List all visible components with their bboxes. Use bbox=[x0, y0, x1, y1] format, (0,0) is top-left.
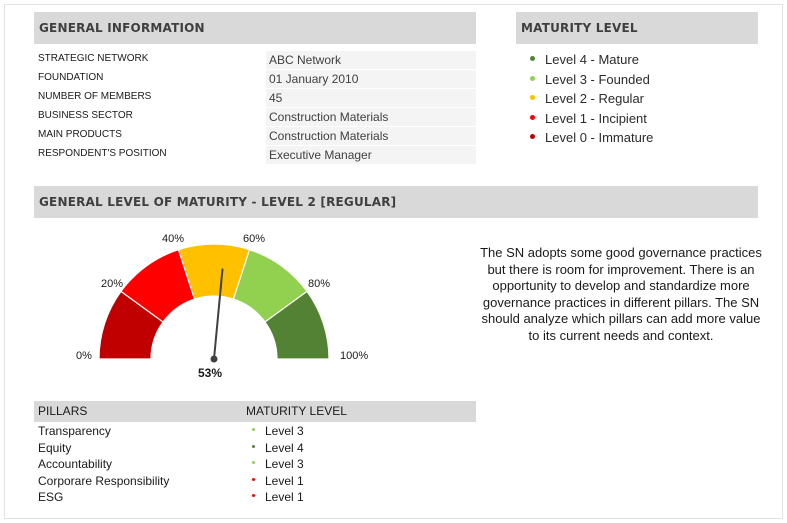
table-row: Accountability Level 3 bbox=[38, 457, 476, 474]
info-value: 45 bbox=[266, 89, 476, 108]
info-label: BUSINESS SECTOR bbox=[38, 110, 133, 121]
gauge-tick-label: 100% bbox=[340, 350, 369, 362]
info-value: 01 January 2010 bbox=[266, 70, 476, 89]
general-information-title: GENERAL INFORMATION bbox=[39, 21, 205, 35]
bullet-icon bbox=[252, 428, 255, 432]
legend-label: Level 4 - Mature bbox=[545, 52, 639, 67]
bullet-icon bbox=[530, 75, 535, 81]
legend-label: Level 3 - Founded bbox=[545, 71, 650, 87]
general-information-header: GENERAL INFORMATION bbox=[34, 12, 476, 44]
bullet-icon bbox=[252, 461, 255, 465]
info-value: Construction Materials bbox=[266, 127, 476, 146]
legend-label: Level 1 - Incipient bbox=[545, 110, 647, 126]
pillar-name: ESG bbox=[38, 490, 64, 504]
gauge-tick-label: 40% bbox=[162, 233, 185, 245]
maturity-level-header: MATURITY LEVEL bbox=[516, 12, 758, 44]
table-row: Equity Level 4 bbox=[38, 441, 476, 458]
pillar-name: Transparency bbox=[38, 424, 111, 438]
info-row: BUSINESS SECTOR Construction Materials bbox=[38, 108, 476, 127]
legend-label: Level 2 - Regular bbox=[545, 91, 644, 106]
pillar-level: Level 1 bbox=[252, 474, 304, 488]
info-row: NUMBER OF MEMBERS 45 bbox=[38, 89, 476, 108]
maturity-level-title: MATURITY LEVEL bbox=[521, 21, 638, 35]
bullet-icon bbox=[252, 444, 255, 448]
pillar-level: Level 3 bbox=[252, 457, 304, 471]
bullet-icon bbox=[530, 134, 535, 140]
pillar-level-label: Level 1 bbox=[265, 490, 304, 504]
info-label: NUMBER OF MEMBERS bbox=[38, 91, 152, 102]
bullet-icon bbox=[530, 95, 535, 101]
table-row: ESG Level 1 bbox=[38, 490, 476, 507]
maturity-level-column-header: MATURITY LEVEL bbox=[246, 404, 347, 418]
info-label: MAIN PRODUCTS bbox=[38, 129, 122, 140]
pillar-level-label: Level 3 bbox=[265, 457, 304, 471]
general-level-header: GENERAL LEVEL OF MATURITY - LEVEL 2 [REG… bbox=[34, 186, 758, 218]
table-row: Corporare Responsibility Level 1 bbox=[38, 474, 476, 491]
table-row: Transparency Level 3 bbox=[38, 424, 476, 441]
info-value: Construction Materials bbox=[266, 108, 476, 127]
pillars-table-header: PILLARS MATURITY LEVEL bbox=[34, 401, 476, 422]
pillar-level: Level 3 bbox=[252, 424, 304, 438]
bullet-icon bbox=[252, 477, 255, 481]
info-label: FOUNDATION bbox=[38, 72, 104, 83]
report-frame bbox=[4, 4, 783, 519]
info-value: ABC Network bbox=[266, 51, 476, 70]
info-label: STRATEGIC NETWORK bbox=[38, 53, 149, 64]
info-row: RESPONDENT'S POSITION Executive Manager bbox=[38, 146, 476, 165]
bullet-icon bbox=[252, 494, 255, 498]
pillars-column-header: PILLARS bbox=[38, 404, 88, 418]
gauge-tick-label: 60% bbox=[243, 233, 266, 245]
info-row: FOUNDATION 01 January 2010 bbox=[38, 70, 476, 89]
legend-item-level-2: Level 2 - Regular bbox=[530, 91, 644, 106]
pillar-level-label: Level 1 bbox=[265, 473, 304, 488]
legend-item-level-1: Level 1 - Incipient bbox=[530, 111, 647, 126]
info-value: Executive Manager bbox=[266, 146, 476, 165]
pillar-level-label: Level 4 bbox=[265, 440, 304, 455]
bullet-icon bbox=[530, 114, 535, 120]
pillar-level: Level 1 bbox=[252, 490, 304, 504]
legend-label: Level 0 - Immature bbox=[545, 130, 654, 145]
info-label: RESPONDENT'S POSITION bbox=[38, 148, 167, 159]
legend-item-level-3: Level 3 - Founded bbox=[530, 72, 650, 87]
info-row: STRATEGIC NETWORK ABC Network bbox=[38, 51, 476, 70]
maturity-description: The SN adopts some good governance pract… bbox=[480, 245, 762, 343]
gauge-tick-label: 0% bbox=[76, 350, 92, 362]
pillar-level-label: Level 3 bbox=[265, 424, 304, 438]
general-level-title: GENERAL LEVEL OF MATURITY - LEVEL 2 [REG… bbox=[39, 195, 397, 209]
bullet-icon bbox=[530, 56, 535, 62]
legend-item-level-0: Level 0 - Immature bbox=[530, 130, 653, 145]
gauge-tick-label: 80% bbox=[308, 278, 331, 290]
gauge-value-label: 53% bbox=[198, 366, 223, 380]
pillar-name: Accountability bbox=[38, 457, 113, 471]
pillar-level: Level 4 bbox=[252, 441, 304, 455]
pillar-name: Equity bbox=[38, 440, 72, 455]
legend-item-level-4: Level 4 - Mature bbox=[530, 52, 639, 67]
info-row: MAIN PRODUCTS Construction Materials bbox=[38, 127, 476, 146]
pillar-name: Corporare Responsibility bbox=[38, 473, 170, 488]
gauge-tick-label: 20% bbox=[101, 278, 124, 290]
